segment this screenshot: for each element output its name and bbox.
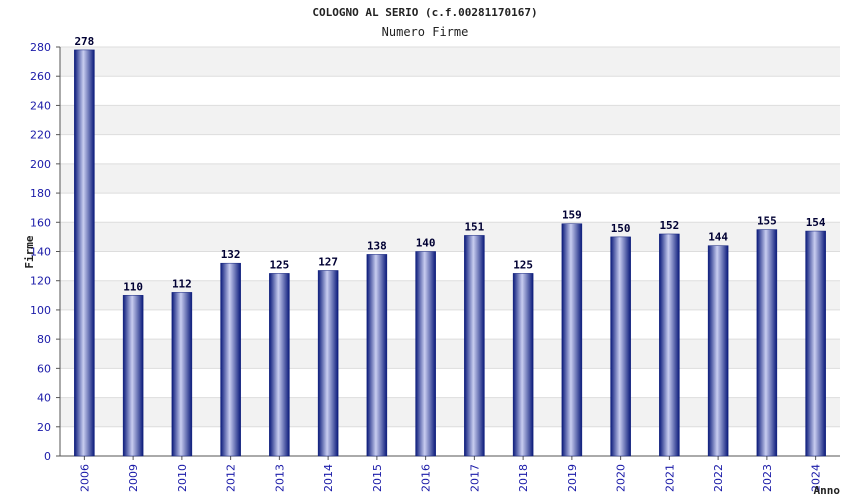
y-tick-label: 180 <box>30 187 51 200</box>
x-tick-label-2013: 2013 <box>273 464 286 492</box>
data-labels: 278 110 112 132 125 127 138 140 151 125 159 150 152 1… <box>74 35 825 293</box>
bar-2024 <box>805 230 826 457</box>
data-label-2014: 127 <box>318 255 338 268</box>
plot-band <box>60 47 840 77</box>
x-tick-label-2024: 2024 <box>810 464 823 492</box>
y-tick-label: 100 <box>30 304 51 317</box>
y-tick-label: 200 <box>30 158 51 171</box>
bar-2017 <box>464 235 485 457</box>
y-tick-labels: 0 20 40 60 80 100 120 140 160 180 200 220 240 260 280 <box>30 41 51 463</box>
x-tick-label-2006: 2006 <box>78 464 91 492</box>
bar-2020 <box>610 236 631 457</box>
bar-2006 <box>74 49 95 457</box>
x-tick-label-2016: 2016 <box>420 464 433 492</box>
y-tick-label: 60 <box>37 362 51 375</box>
data-label-2021: 152 <box>659 219 679 232</box>
bar-2009 <box>122 295 144 457</box>
y-tick-label: 0 <box>44 450 51 463</box>
data-label-2016: 140 <box>416 237 436 250</box>
y-tick-label: 160 <box>30 216 51 229</box>
x-tick-labels: 2006 2009 2010 2012 2013 2014 2015 2016 2017 2018… <box>78 464 822 492</box>
data-label-2010: 112 <box>172 277 192 290</box>
bar-2014 <box>317 270 339 457</box>
x-tick-label-2015: 2015 <box>371 464 384 492</box>
y-tick-label: 140 <box>30 246 51 259</box>
x-axis-title: Anno <box>814 484 841 497</box>
y-tick-label: 80 <box>37 333 51 346</box>
bar-2016 <box>415 251 436 457</box>
bar-2013 <box>269 273 290 457</box>
x-tick-label-2023: 2023 <box>761 464 774 492</box>
bar-2012 <box>220 262 241 457</box>
bars <box>74 49 826 457</box>
data-label-2012: 132 <box>221 248 241 261</box>
bar-2010 <box>171 292 193 457</box>
data-label-2017: 151 <box>464 220 484 233</box>
x-tick-label-2017: 2017 <box>468 464 481 492</box>
data-label-2024: 154 <box>806 216 826 229</box>
plot-band <box>60 163 840 194</box>
x-tick-label-2009: 2009 <box>127 464 140 492</box>
y-tick-label: 220 <box>30 129 51 142</box>
x-tick-label-2022: 2022 <box>712 464 725 492</box>
y-axis-title: Firme <box>23 235 36 268</box>
plot-band <box>60 105 840 135</box>
chart-title: COLOGNO AL SERIO (c.f.00281170167) <box>312 6 538 19</box>
y-tick-label: 260 <box>30 70 51 83</box>
y-tick-label: 40 <box>37 392 51 405</box>
data-label-2013: 125 <box>269 258 289 271</box>
x-tick-label-2021: 2021 <box>663 464 676 492</box>
x-tick-label-2010: 2010 <box>176 464 189 492</box>
x-tick-label-2019: 2019 <box>566 464 579 492</box>
data-label-2023: 155 <box>757 215 777 228</box>
y-tick-label: 280 <box>30 41 51 54</box>
data-label-2022: 144 <box>708 231 728 244</box>
data-label-2019: 159 <box>562 209 582 222</box>
data-label-2006: 278 <box>74 35 94 48</box>
data-label-2020: 150 <box>611 222 631 235</box>
bar-2015 <box>366 254 388 457</box>
bar-2023 <box>756 229 778 457</box>
bar-2019 <box>561 223 583 457</box>
x-tick-label-2012: 2012 <box>225 464 238 492</box>
x-tick-label-2018: 2018 <box>517 464 530 492</box>
y-tick-label: 20 <box>37 421 51 434</box>
data-label-2015: 138 <box>367 239 387 252</box>
data-label-2009: 110 <box>123 280 143 293</box>
y-tick-label: 240 <box>30 99 51 112</box>
bar-2018 <box>512 273 534 457</box>
bar-2022 <box>707 245 729 457</box>
bar-2021 <box>659 233 680 457</box>
y-tick-label: 120 <box>30 275 51 288</box>
x-tick-label-2014: 2014 <box>322 464 335 492</box>
data-label-2018: 125 <box>513 258 533 271</box>
chart-subtitle: Numero Firme <box>381 25 469 39</box>
x-tick-label-2020: 2020 <box>615 464 628 492</box>
